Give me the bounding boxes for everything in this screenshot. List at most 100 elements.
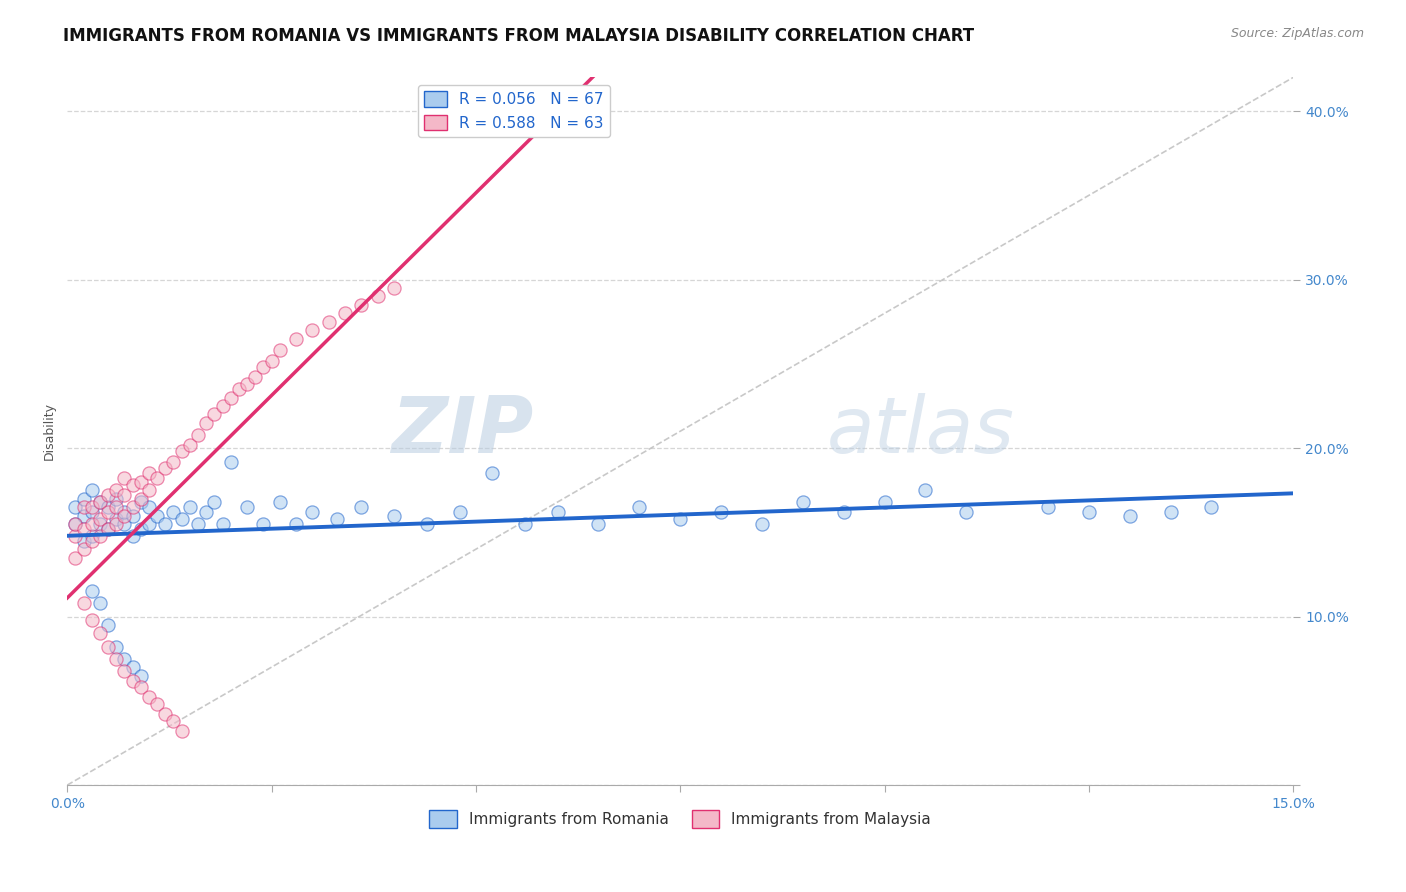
Immigrants from Malaysia: [105, 651, 128, 665]
Immigrants from Malaysia: [252, 360, 274, 375]
Immigrants from Romania: [1160, 505, 1182, 519]
Immigrants from Romania: [89, 495, 111, 509]
Immigrants from Malaysia: [129, 491, 152, 506]
Immigrants from Romania: [914, 483, 936, 498]
Immigrants from Romania: [121, 529, 143, 543]
Immigrants from Malaysia: [162, 454, 184, 468]
Immigrants from Romania: [202, 495, 225, 509]
Immigrants from Romania: [97, 500, 120, 514]
Immigrants from Romania: [301, 505, 323, 519]
Immigrants from Malaysia: [89, 529, 111, 543]
Immigrants from Malaysia: [138, 690, 160, 705]
Immigrants from Romania: [65, 516, 87, 531]
Immigrants from Romania: [89, 596, 111, 610]
Immigrants from Malaysia: [65, 516, 87, 531]
Immigrants from Malaysia: [146, 471, 169, 485]
Immigrants from Malaysia: [269, 343, 291, 358]
Immigrants from Malaysia: [80, 613, 103, 627]
Immigrants from Romania: [105, 640, 128, 654]
Immigrants from Romania: [236, 500, 259, 514]
Immigrants from Romania: [97, 618, 120, 632]
Immigrants from Malaysia: [236, 377, 259, 392]
Immigrants from Malaysia: [114, 488, 136, 502]
Immigrants from Romania: [146, 508, 169, 523]
Immigrants from Malaysia: [72, 542, 94, 557]
Immigrants from Malaysia: [170, 444, 193, 458]
Immigrants from Malaysia: [155, 707, 177, 722]
Immigrants from Malaysia: [89, 495, 111, 509]
Immigrants from Malaysia: [260, 353, 283, 368]
Immigrants from Romania: [80, 584, 103, 599]
Immigrants from Romania: [129, 495, 152, 509]
Immigrants from Malaysia: [114, 664, 136, 678]
Immigrants from Romania: [97, 522, 120, 536]
Immigrants from Romania: [350, 500, 373, 514]
Immigrants from Romania: [252, 516, 274, 531]
Immigrants from Romania: [72, 533, 94, 548]
Immigrants from Malaysia: [80, 533, 103, 548]
Immigrants from Romania: [179, 500, 201, 514]
Y-axis label: Disability: Disability: [44, 402, 56, 460]
Immigrants from Romania: [121, 660, 143, 674]
Legend: Immigrants from Romania, Immigrants from Malaysia: Immigrants from Romania, Immigrants from…: [423, 805, 938, 834]
Immigrants from Romania: [138, 516, 160, 531]
Immigrants from Romania: [195, 505, 218, 519]
Immigrants from Romania: [481, 467, 503, 481]
Immigrants from Romania: [628, 500, 651, 514]
Immigrants from Romania: [65, 500, 87, 514]
Immigrants from Malaysia: [155, 461, 177, 475]
Immigrants from Romania: [155, 516, 177, 531]
Immigrants from Romania: [80, 505, 103, 519]
Immigrants from Romania: [170, 512, 193, 526]
Immigrants from Romania: [114, 516, 136, 531]
Immigrants from Romania: [187, 516, 209, 531]
Immigrants from Romania: [588, 516, 610, 531]
Immigrants from Romania: [72, 508, 94, 523]
Immigrants from Malaysia: [80, 516, 103, 531]
Immigrants from Romania: [72, 491, 94, 506]
Immigrants from Romania: [710, 505, 733, 519]
Text: IMMIGRANTS FROM ROMANIA VS IMMIGRANTS FROM MALAYSIA DISABILITY CORRELATION CHART: IMMIGRANTS FROM ROMANIA VS IMMIGRANTS FR…: [63, 27, 974, 45]
Immigrants from Romania: [1077, 505, 1099, 519]
Immigrants from Romania: [138, 500, 160, 514]
Text: Source: ZipAtlas.com: Source: ZipAtlas.com: [1230, 27, 1364, 40]
Immigrants from Malaysia: [89, 512, 111, 526]
Immigrants from Malaysia: [138, 483, 160, 498]
Immigrants from Malaysia: [97, 522, 120, 536]
Immigrants from Malaysia: [114, 508, 136, 523]
Immigrants from Romania: [114, 505, 136, 519]
Immigrants from Malaysia: [285, 332, 308, 346]
Immigrants from Malaysia: [97, 640, 120, 654]
Immigrants from Malaysia: [97, 488, 120, 502]
Immigrants from Malaysia: [318, 315, 340, 329]
Immigrants from Romania: [219, 454, 242, 468]
Immigrants from Malaysia: [121, 478, 143, 492]
Immigrants from Romania: [416, 516, 439, 531]
Immigrants from Malaysia: [65, 550, 87, 565]
Immigrants from Malaysia: [129, 681, 152, 695]
Immigrants from Romania: [129, 668, 152, 682]
Immigrants from Romania: [449, 505, 471, 519]
Immigrants from Malaysia: [245, 370, 267, 384]
Immigrants from Romania: [211, 516, 233, 531]
Immigrants from Romania: [1118, 508, 1140, 523]
Immigrants from Romania: [792, 495, 814, 509]
Text: ZIP: ZIP: [391, 393, 533, 469]
Immigrants from Malaysia: [219, 391, 242, 405]
Immigrants from Malaysia: [202, 408, 225, 422]
Immigrants from Romania: [89, 516, 111, 531]
Immigrants from Romania: [955, 505, 977, 519]
Immigrants from Malaysia: [333, 306, 356, 320]
Immigrants from Romania: [1201, 500, 1223, 514]
Immigrants from Malaysia: [97, 505, 120, 519]
Immigrants from Romania: [669, 512, 692, 526]
Immigrants from Romania: [162, 505, 184, 519]
Immigrants from Romania: [547, 505, 569, 519]
Immigrants from Romania: [105, 491, 128, 506]
Immigrants from Malaysia: [301, 323, 323, 337]
Immigrants from Romania: [1036, 500, 1059, 514]
Immigrants from Malaysia: [350, 298, 373, 312]
Immigrants from Romania: [382, 508, 405, 523]
Immigrants from Romania: [80, 529, 103, 543]
Immigrants from Malaysia: [146, 697, 169, 711]
